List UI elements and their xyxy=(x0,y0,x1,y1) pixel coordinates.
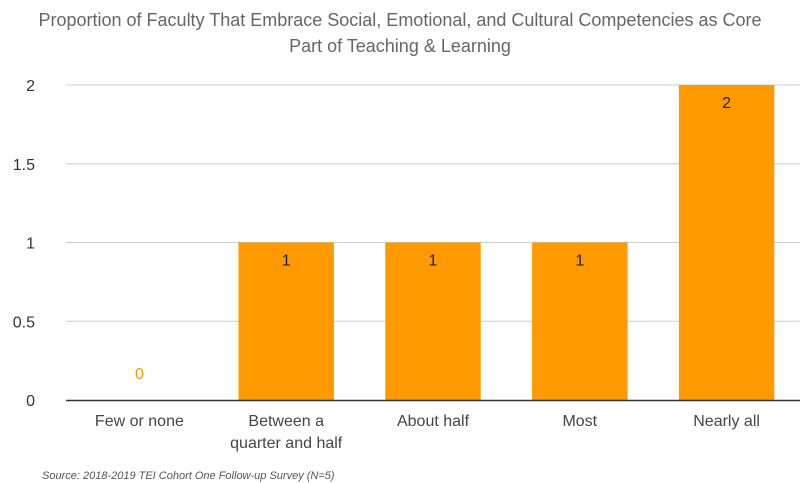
chart-title: Proportion of Faculty That Embrace Socia… xyxy=(38,10,761,56)
data-label: 1 xyxy=(575,253,584,270)
source-note: Source: 2018-2019 TEI Cohort One Follow-… xyxy=(42,470,335,482)
bar xyxy=(532,242,628,400)
data-label: 1 xyxy=(282,253,291,270)
y-tick-label: 1.5 xyxy=(13,157,35,174)
x-category-label: Between a xyxy=(248,413,324,430)
bars xyxy=(238,85,775,400)
chart-title-line-2: Part of Teaching & Learning xyxy=(289,36,511,56)
bar xyxy=(238,242,334,400)
data-label: 1 xyxy=(429,253,438,270)
x-category-label: Nearly all xyxy=(693,413,760,430)
y-tick-label: 0.5 xyxy=(13,314,35,331)
x-category-label: Most xyxy=(562,413,597,430)
x-category-label: About half xyxy=(397,413,470,430)
y-tick-label: 2 xyxy=(26,78,35,95)
x-axis-category-labels: Few or none Between a quarter and half Abou… xyxy=(95,413,760,452)
y-axis-tick-labels: 0 0.5 1 1.5 2 xyxy=(13,78,35,410)
data-labels: 0 1 1 1 2 xyxy=(135,95,731,383)
bar xyxy=(678,85,775,400)
y-tick-label: 1 xyxy=(26,236,35,253)
chart-title-line-1: Proportion of Faculty That Embrace Socia… xyxy=(38,10,761,30)
x-category-label: Few or none xyxy=(95,413,184,430)
bar xyxy=(385,242,481,400)
y-tick-label: 0 xyxy=(26,393,35,410)
data-label: 0 xyxy=(135,366,144,383)
x-category-label: quarter and half xyxy=(230,435,343,452)
data-label: 2 xyxy=(722,95,731,112)
